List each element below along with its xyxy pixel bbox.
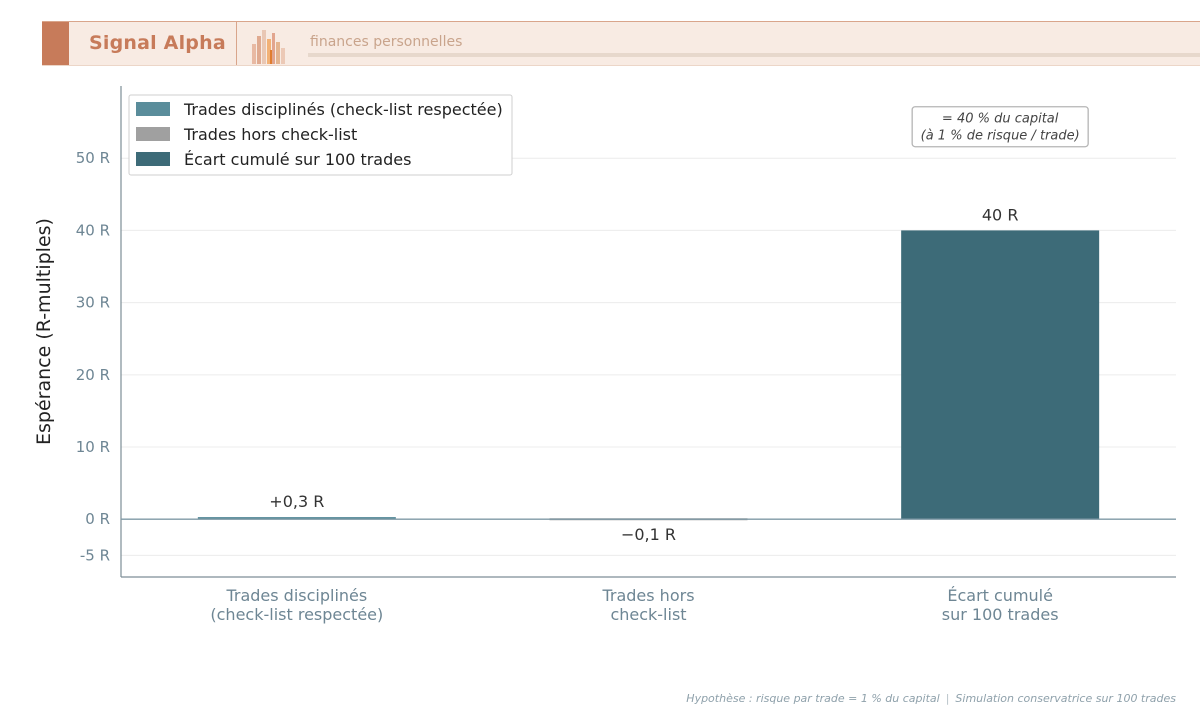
y-tick-label: 10 R xyxy=(76,438,110,456)
footer-separator: | xyxy=(945,692,950,705)
x-tick-label-line: Écart cumulé xyxy=(947,586,1053,605)
legend-frame xyxy=(128,94,513,176)
brand-name[interactable]: Signal Alpha xyxy=(89,32,226,54)
labels-layer: -5 R 0 R 10 R 20 R 30 R 40 R 50 R +0,3 R −0,1 R 4… xyxy=(33,149,1059,624)
legend-swatch xyxy=(136,102,170,116)
y-tick-label: 0 R xyxy=(85,510,110,528)
x-tick-label: Trades disciplinés (check-list respectée) xyxy=(210,586,383,624)
header-underline xyxy=(308,53,1200,57)
x-tick-label-line: Trades disciplinés xyxy=(225,586,367,605)
bar-value-label: 40 R xyxy=(982,205,1019,224)
bar xyxy=(901,230,1100,520)
x-tick-label-line: sur 100 trades xyxy=(942,605,1059,624)
bars-layer xyxy=(197,230,1100,521)
x-tick-label: Écart cumulé sur 100 trades xyxy=(942,586,1059,624)
bar-cluster-logo-icon xyxy=(252,30,285,64)
annotation-box: = 40 % du capital (à 1 % de risque / trad… xyxy=(911,106,1089,148)
bar xyxy=(197,517,396,520)
site-header: Signal Alpha finances personnelles xyxy=(42,21,1200,66)
legend: Trades disciplinés (check-list respectée… xyxy=(128,94,513,176)
legend-swatch xyxy=(136,127,170,141)
legend-entry: Trades hors check-list xyxy=(183,125,357,144)
footer-assumption: Hypothèse : risque par trade = 1 % du ca… xyxy=(686,692,940,705)
y-tick-label: 30 R xyxy=(76,294,110,312)
annotation-frame xyxy=(911,106,1089,148)
axis-layer xyxy=(120,86,1176,578)
header-accent-bar xyxy=(42,22,69,65)
annotation-text: (à 1 % de risque / trade) xyxy=(921,129,1080,144)
legend-entry: Trades disciplinés (check-list respectée… xyxy=(183,100,503,119)
bar-value-label: −0,1 R xyxy=(621,525,676,544)
legend-entry: Écart cumulé sur 100 trades xyxy=(184,150,411,169)
y-tick-label: 50 R xyxy=(76,149,110,167)
bar-value-label: +0,3 R xyxy=(269,492,324,511)
header-divider xyxy=(236,22,237,65)
legend-swatch xyxy=(136,152,170,166)
x-tick-label: Trades hors check-list xyxy=(601,586,694,624)
y-tick-label: 20 R xyxy=(76,366,110,384)
annotation-text: = 40 % du capital xyxy=(942,112,1059,127)
x-tick-label-line: check-list xyxy=(610,605,686,624)
y-axis-title: Espérance (R-multiples) xyxy=(33,218,55,445)
y-tick-label: 40 R xyxy=(76,221,110,239)
x-tick-label-line: Trades hors xyxy=(601,586,694,605)
x-tick-label-line: (check-list respectée) xyxy=(210,605,383,624)
footer-simulation: Simulation conservatrice sur 100 trades xyxy=(955,692,1176,705)
footer-note: Hypothèse : risque par trade = 1 % du ca… xyxy=(686,692,1176,705)
header-subtitle: finances personnelles xyxy=(310,34,463,50)
y-tick-label: -5 R xyxy=(80,546,110,564)
